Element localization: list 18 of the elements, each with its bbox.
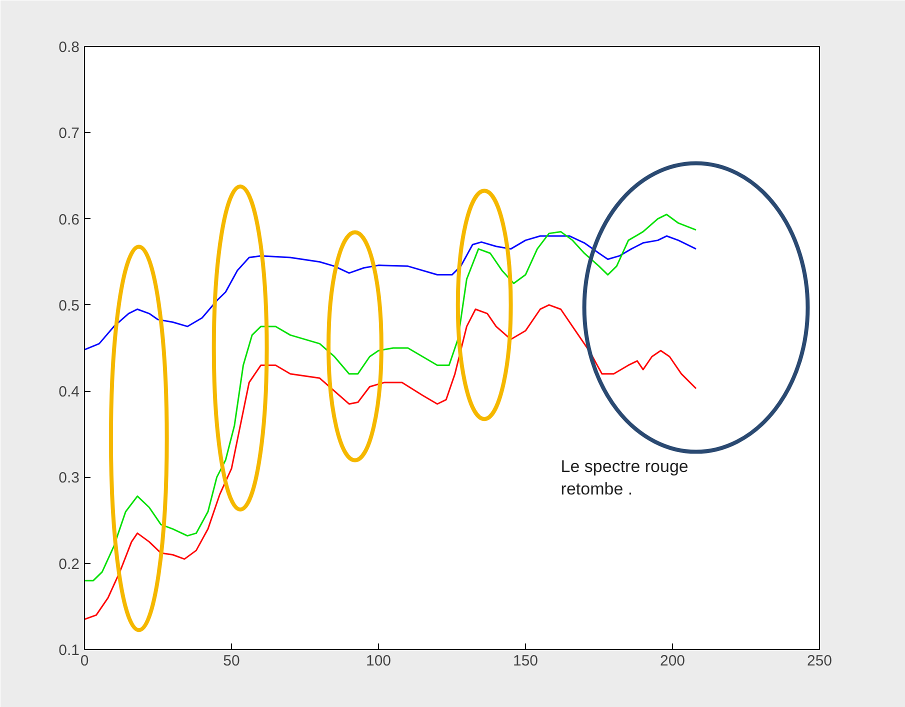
y-tick-label: 0.2 [58, 556, 80, 573]
annotation: Le spectre rouge retombe . [560, 456, 688, 499]
y-tick-label: 0.4 [58, 384, 80, 401]
line-series [84, 304, 697, 620]
y-tick-label: 0.3 [58, 470, 80, 487]
y-tick-label: 0.6 [58, 211, 80, 228]
y-tick-label: 0.1 [58, 642, 80, 659]
x-tick-label: 150 [512, 652, 538, 670]
y-tick-label: 0.8 [58, 39, 80, 56]
x-tick-label: 250 [806, 652, 832, 670]
x-tick-label: 50 [223, 652, 240, 670]
line-series [84, 235, 697, 350]
x-tick-label: 200 [660, 652, 686, 670]
y-tick-label: 0.5 [58, 297, 80, 314]
line-series [84, 214, 697, 582]
x-tick-label: 100 [366, 652, 392, 670]
y-tick-label: 0.7 [58, 125, 80, 142]
x-tick-label: 0 [80, 652, 89, 670]
